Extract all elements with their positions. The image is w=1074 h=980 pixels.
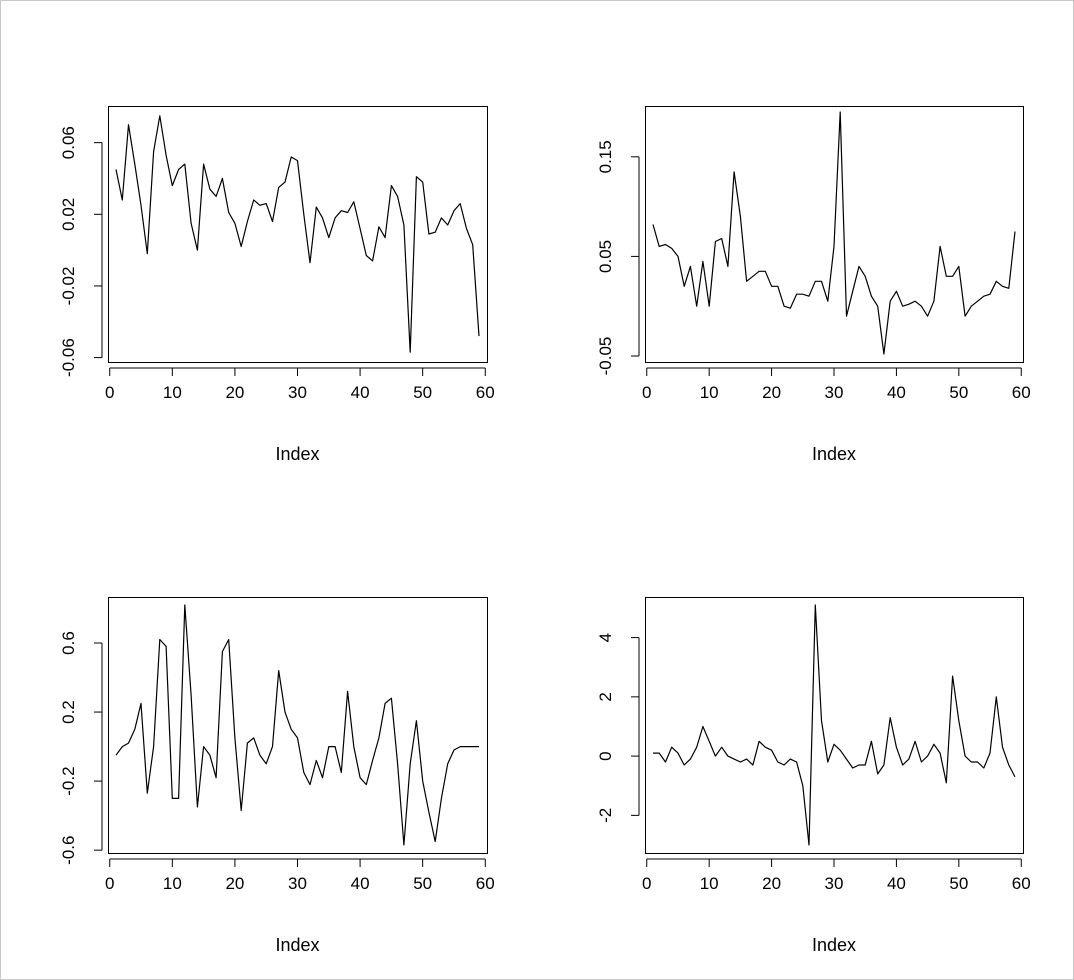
x-tick-label: 20	[762, 383, 781, 402]
x-tick-label: 60	[1012, 874, 1031, 893]
y-tick-label: -0.05	[596, 337, 615, 376]
x-axis-label: Index	[275, 935, 319, 955]
plot-panel-3: 0 10 20 30 40 50 60 Index -0.6 -0.2 0.2 0.6	[59, 597, 495, 955]
x-tick-label: 0	[105, 874, 114, 893]
y-tick-label: 4	[596, 633, 615, 642]
plot-frame	[108, 106, 488, 363]
x-tick-label: 40	[351, 383, 370, 402]
y-tick-label: 0.6	[59, 631, 78, 655]
x-axis-label: Index	[812, 935, 856, 955]
x-tick-label: 40	[887, 383, 906, 402]
x-tick-label: 50	[949, 383, 968, 402]
y-tick-label: -0.02	[59, 267, 78, 306]
series-line	[115, 604, 479, 846]
plot-frame	[645, 597, 1024, 854]
x-tick-label: 10	[163, 874, 182, 893]
y-tick-label: 0.02	[59, 198, 78, 231]
y-tick-label: 0.06	[59, 126, 78, 159]
plot-panel-4: 0 10 20 30 40 50 60 Index -2 0 2 4	[596, 597, 1031, 955]
x-axis-label: Index	[275, 444, 319, 464]
series-line	[652, 111, 1016, 355]
x-tick-label: 20	[225, 874, 244, 893]
x-tick-label: 10	[700, 874, 719, 893]
x-tick-label: 30	[825, 383, 844, 402]
x-tick-label: 40	[351, 874, 370, 893]
x-tick-label: 0	[642, 874, 651, 893]
x-axis-label: Index	[812, 444, 856, 464]
x-tick-label: 40	[887, 874, 906, 893]
y-tick-label: 2	[596, 692, 615, 701]
y-tick-label: 0	[596, 751, 615, 760]
x-tick-label: 10	[163, 383, 182, 402]
x-tick-label: 60	[1012, 383, 1031, 402]
y-tick-label: -0.2	[59, 766, 78, 795]
y-tick-label: -0.06	[59, 338, 78, 377]
y-tick-label: 0.2	[59, 700, 78, 724]
y-tick-label: 0.05	[596, 240, 615, 273]
x-tick-label: 50	[413, 874, 432, 893]
plot-panel-1: 0 10 20 30 40 50 60 Index -0.06 -0.02 0.02 0.06	[59, 106, 495, 464]
x-tick-label: 0	[105, 383, 114, 402]
series-line	[115, 115, 480, 353]
x-tick-label: 20	[762, 874, 781, 893]
plot-frame	[108, 597, 488, 854]
x-tick-label: 0	[642, 383, 651, 402]
x-tick-label: 60	[476, 383, 495, 402]
plot-panel-2: 0 10 20 30 40 50 60 Index -0.05 0.05 0.15	[596, 106, 1031, 464]
x-tick-label: 30	[288, 874, 307, 893]
x-tick-label: 50	[413, 383, 432, 402]
y-tick-label: -0.6	[59, 836, 78, 865]
y-tick-label: -2	[596, 808, 615, 823]
x-tick-label: 50	[949, 874, 968, 893]
x-tick-label: 60	[476, 874, 495, 893]
x-tick-label: 30	[288, 383, 307, 402]
x-tick-label: 30	[825, 874, 844, 893]
series-line	[653, 604, 1016, 846]
x-tick-label: 20	[225, 383, 244, 402]
y-tick-label: 0.15	[596, 140, 615, 173]
plot-frame	[645, 106, 1024, 363]
x-tick-label: 10	[700, 383, 719, 402]
